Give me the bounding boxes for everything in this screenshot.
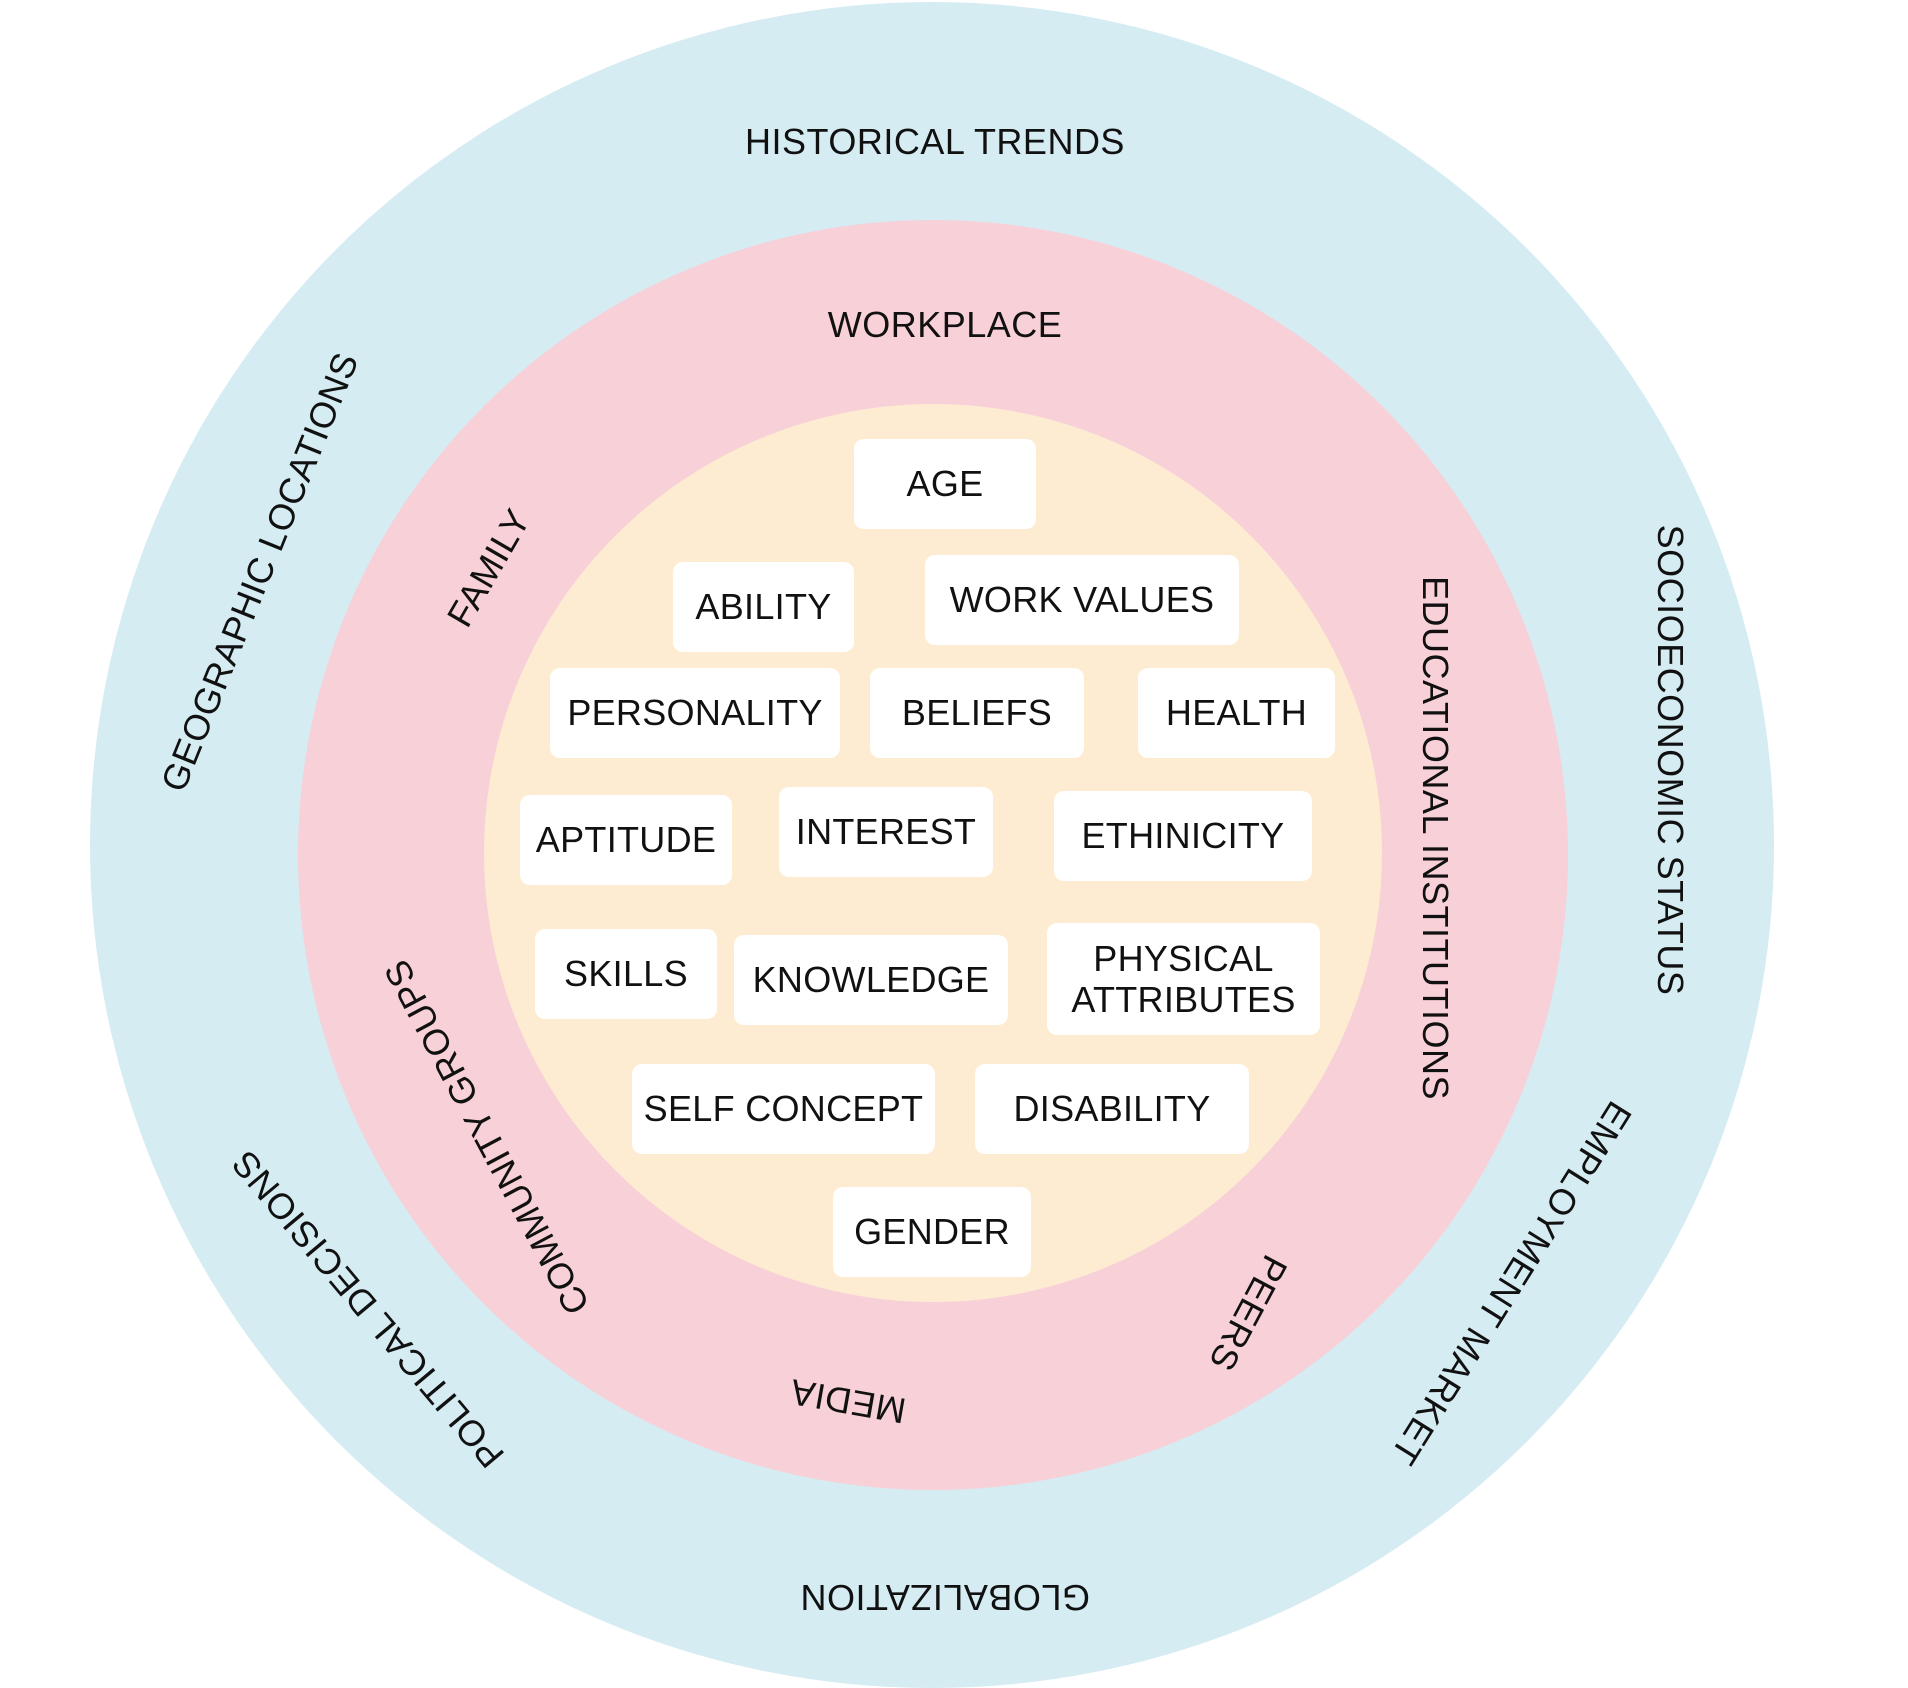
factor-label-interest: INTEREST — [795, 811, 977, 853]
factor-box-disability: DISABILITY — [975, 1064, 1249, 1154]
factor-label-beliefs: BELIEFS — [901, 692, 1053, 734]
factor-box-personality: PERSONALITY — [550, 668, 840, 758]
label-educational-institutions: EDUCATIONAL INSTITUTIONS — [1415, 575, 1456, 1101]
factor-label-knowledge: KNOWLEDGE — [752, 959, 990, 1001]
factor-label-disability: DISABILITY — [1013, 1088, 1211, 1130]
factor-box-work-values: WORK VALUES — [925, 555, 1239, 645]
factor-label-ability: ABILITY — [695, 586, 832, 628]
factor-label-work-values: WORK VALUES — [949, 579, 1215, 621]
factor-box-knowledge: KNOWLEDGE — [734, 935, 1008, 1025]
factor-label-gender: GENDER — [854, 1211, 1010, 1253]
factor-box-aptitude: APTITUDE — [520, 795, 732, 885]
label-historical-trends: HISTORICAL TRENDS — [745, 121, 1125, 162]
factor-box-skills: SKILLS — [535, 929, 717, 1019]
factor-box-ability: ABILITY — [673, 562, 854, 652]
factor-label-age: AGE — [906, 463, 984, 505]
label-workplace: WORKPLACE — [827, 304, 1063, 345]
factor-label-ethinicity: ETHINICITY — [1081, 815, 1285, 857]
factor-label-self-concept: SELF CONCEPT — [643, 1088, 924, 1130]
factor-box-ethinicity: ETHINICITY — [1054, 791, 1312, 881]
label-socioeconomic-status: SOCIOECONOMIC STATUS — [1650, 524, 1691, 996]
factor-box-gender: GENDER — [833, 1187, 1031, 1277]
factor-box-age: AGE — [854, 439, 1036, 529]
factor-box-self-concept: SELF CONCEPT — [632, 1064, 935, 1154]
factor-label-health: HEALTH — [1165, 692, 1308, 734]
factor-box-physical-attributes: PHYSICAL ATTRIBUTES — [1047, 923, 1320, 1035]
factor-box-beliefs: BELIEFS — [870, 668, 1084, 758]
factor-label-personality: PERSONALITY — [567, 692, 823, 734]
factor-label-skills: SKILLS — [564, 953, 688, 995]
factor-label-physical-attributes: PHYSICAL ATTRIBUTES — [1071, 937, 1296, 1020]
factor-box-health: HEALTH — [1138, 668, 1335, 758]
factor-box-interest: INTEREST — [779, 787, 993, 877]
factor-label-aptitude: APTITUDE — [535, 819, 717, 861]
label-globalization: GLOBALIZATION — [800, 1577, 1090, 1618]
